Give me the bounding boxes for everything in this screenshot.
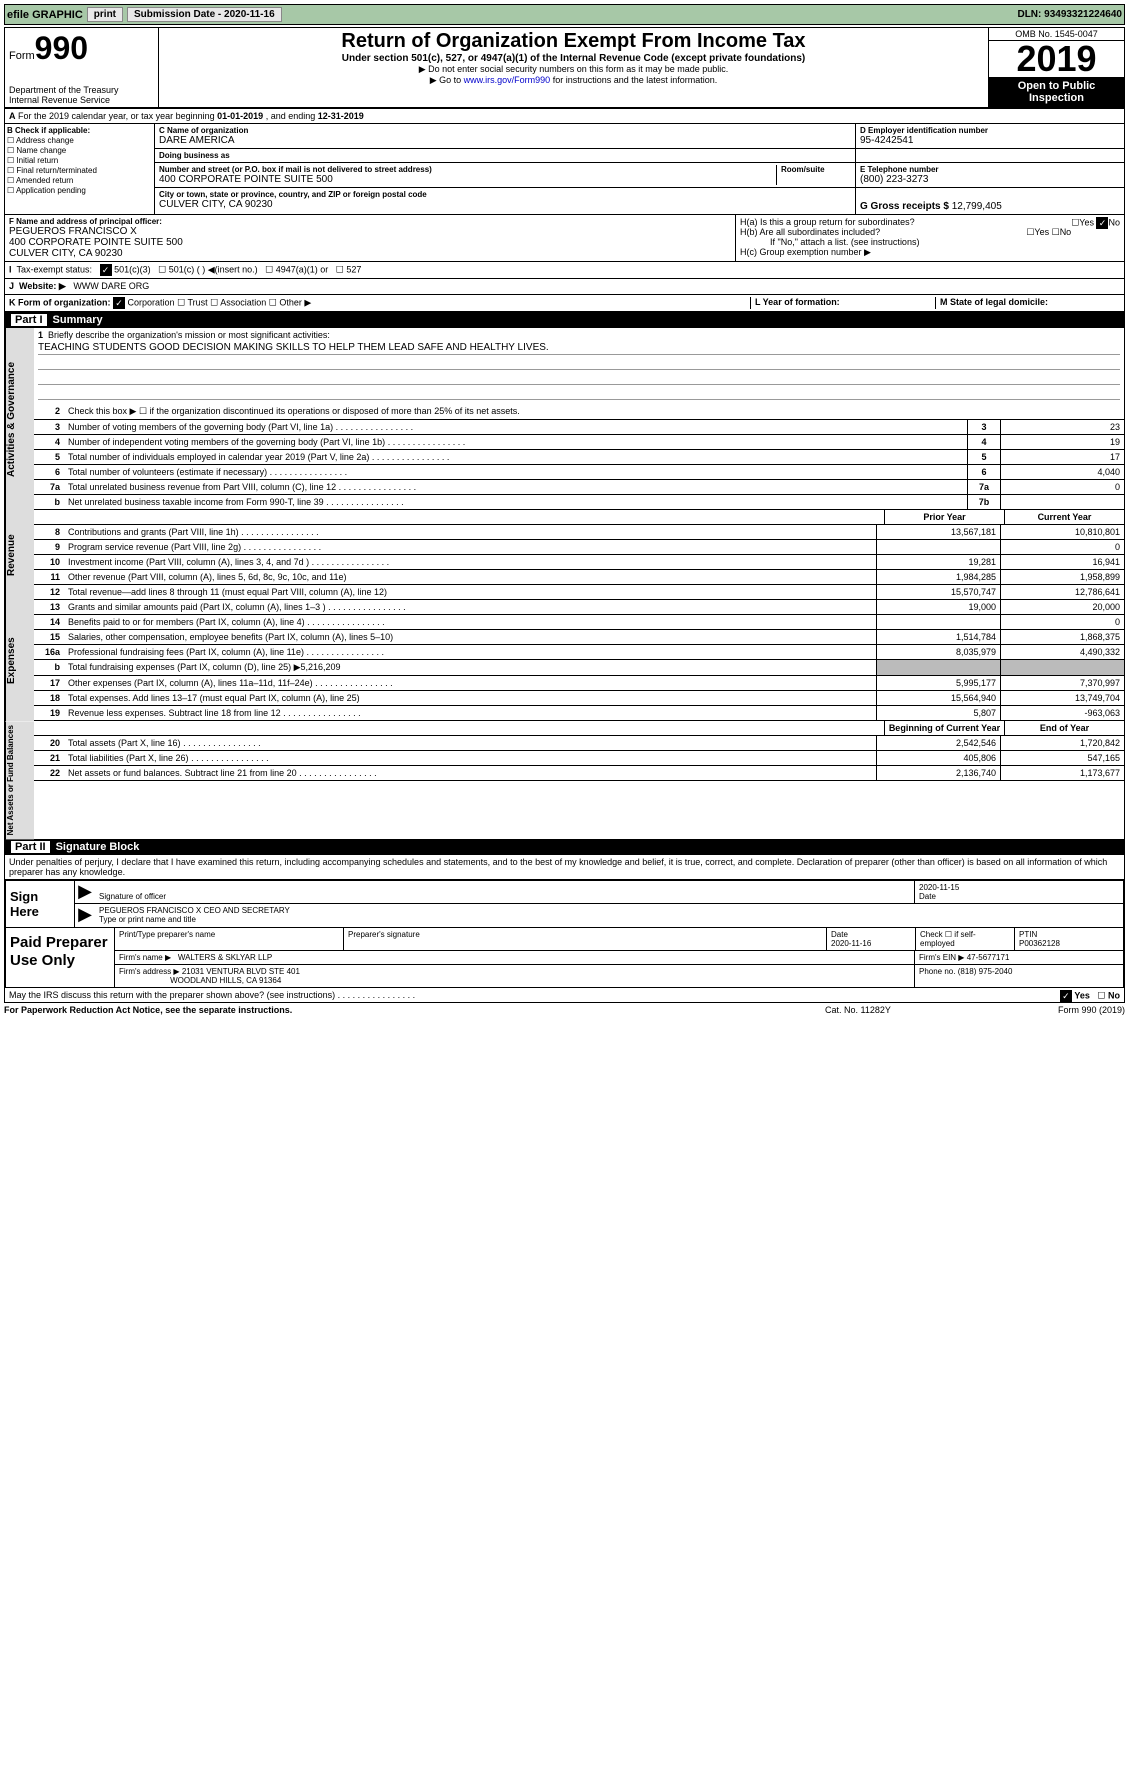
ck-final-return[interactable]: ☐ Final return/terminated — [7, 166, 152, 175]
row-a: A For the 2019 calendar year, or tax yea… — [5, 109, 1124, 124]
efile-topbar: efile GRAPHIC print Submission Date - 20… — [4, 4, 1125, 25]
penalty-text: Under penalties of perjury, I declare th… — [5, 855, 1124, 879]
vtab-activities: Activities & Governance — [5, 328, 34, 510]
dln-label: DLN: 93493321224640 — [1017, 9, 1122, 20]
discuss-row: May the IRS discuss this return with the… — [5, 988, 1124, 1002]
print-button[interactable]: print — [87, 7, 123, 22]
form-990: Form990 Department of the Treasury Inter… — [4, 27, 1125, 1003]
vtab-expenses: Expenses — [5, 600, 34, 721]
line-7b-val — [1000, 495, 1124, 509]
footer: For Paperwork Reduction Act Notice, see … — [4, 1003, 1125, 1017]
ck-name-change[interactable]: ☐ Name change — [7, 146, 152, 155]
line-6-val: 4,040 — [1000, 465, 1124, 479]
form-word: Form — [9, 50, 35, 62]
irs-link[interactable]: www.irs.gov/Form990 — [464, 75, 551, 85]
form-number: 990 — [35, 30, 88, 66]
firm-addr: 21031 VENTURA BLVD STE 401 — [182, 967, 300, 976]
h-c: H(c) Group exemption number ▶ — [740, 247, 1120, 258]
tax-year: 2019 — [989, 41, 1124, 77]
gross-receipts: 12,799,405 — [952, 201, 1002, 212]
vtab-netassets: Net Assets or Fund Balances — [5, 721, 34, 839]
firm-phone: (818) 975-2040 — [958, 967, 1013, 976]
firm-name: WALTERS & SKLYAR LLP — [178, 953, 272, 962]
h-a: H(a) Is this a group return for subordin… — [740, 217, 1120, 227]
submission-date-button[interactable]: Submission Date - 2020-11-16 — [127, 7, 282, 22]
website: WWW DARE ORG — [73, 281, 149, 291]
street-address: 400 CORPORATE POINTE SUITE 500 — [159, 174, 776, 185]
org-name: DARE AMERICA — [159, 135, 851, 146]
officer-name: PEGUEROS FRANCISCO X — [9, 226, 731, 237]
ck-corporation[interactable]: ✓ — [113, 297, 125, 309]
line-7a-val: 0 — [1000, 480, 1124, 494]
ck-address-change[interactable]: ☐ Address change — [7, 136, 152, 145]
section-b: B Check if applicable: ☐ Address change … — [5, 124, 155, 214]
ptin: P00362128 — [1019, 939, 1060, 948]
ck-amended-return[interactable]: ☐ Amended return — [7, 176, 152, 185]
open-public: Open to Public Inspection — [989, 77, 1124, 107]
paid-preparer-block: Paid Preparer Use Only Print/Type prepar… — [5, 928, 1124, 988]
row-klm: K Form of organization: ✓ Corporation ☐ … — [5, 295, 1124, 312]
line-2: Check this box ▶ ☐ if the organization d… — [64, 404, 1124, 419]
efile-label: efile GRAPHIC — [7, 9, 83, 21]
h-b: H(b) Are all subordinates included? ☐Yes… — [740, 227, 1120, 237]
city-state-zip: CULVER CITY, CA 90230 — [159, 199, 851, 210]
officer-name-title: PEGUEROS FRANCISCO X CEO AND SECRETARY — [99, 906, 290, 915]
form-title: Return of Organization Exempt From Incom… — [161, 30, 986, 53]
vtab-revenue: Revenue — [5, 510, 34, 600]
instructions-note: ▶ Go to www.irs.gov/Form990 for instruct… — [161, 75, 986, 86]
form-subtitle: Under section 501(c), 527, or 4947(a)(1)… — [161, 53, 986, 64]
row-i: I Tax-exempt status: ✓ 501(c)(3) ☐ 501(c… — [5, 262, 1124, 279]
row-j: J Website: ▶ WWW DARE ORG — [5, 279, 1124, 295]
line-4-val: 19 — [1000, 435, 1124, 449]
ck-application-pending[interactable]: ☐ Application pending — [7, 186, 152, 195]
sign-here-block: Sign Here ▶Signature of officer2020-11-1… — [5, 879, 1124, 928]
sign-date: 2020-11-15 — [919, 883, 959, 892]
ssn-note: ▶ Do not enter social security numbers o… — [161, 64, 986, 75]
firm-ein: 47-5677171 — [967, 953, 1010, 962]
line-3-val: 23 — [1000, 420, 1124, 434]
ck-initial-return[interactable]: ☐ Initial return — [7, 156, 152, 165]
ck-discuss-yes[interactable]: ✓ — [1060, 990, 1072, 1002]
telephone: (800) 223-3273 — [860, 174, 1120, 185]
treasury-dept: Department of the Treasury Internal Reve… — [9, 85, 154, 105]
line-5-val: 17 — [1000, 450, 1124, 464]
part-2-header: Part IISignature Block — [5, 839, 1124, 855]
ck-501c3[interactable]: ✓ — [100, 264, 112, 276]
ein: 95-4242541 — [860, 135, 1120, 146]
mission-text: TEACHING STUDENTS GOOD DECISION MAKING S… — [38, 342, 1120, 355]
part-1-header: Part ISummary — [5, 312, 1124, 328]
